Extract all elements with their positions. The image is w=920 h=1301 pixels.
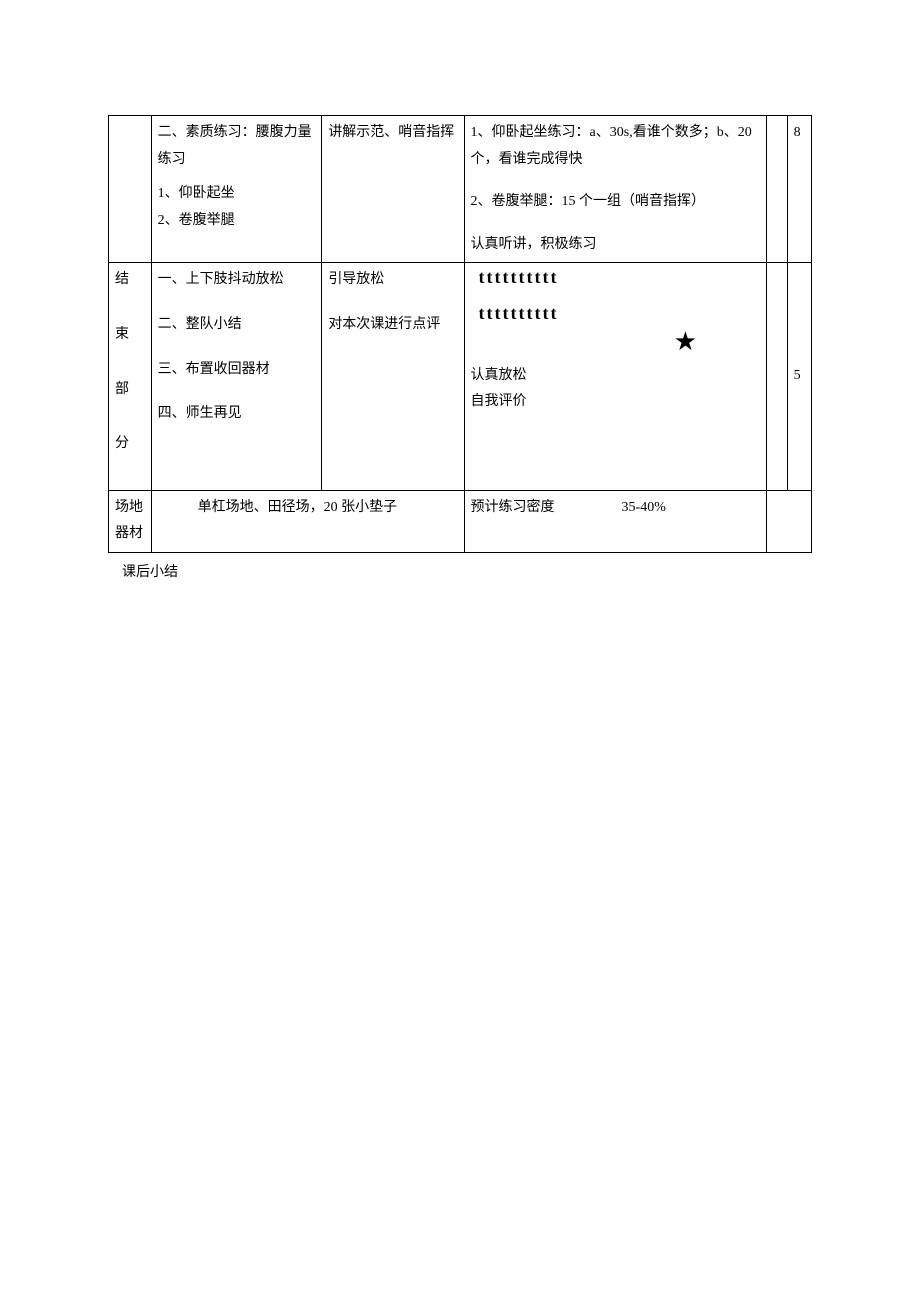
footer-label-text: 场地器材 bbox=[115, 500, 143, 542]
student-item: 1、仰卧起坐练习：a、30s,看谁个数多；b、20 个，看谁完成得快 bbox=[471, 120, 761, 173]
activity-item: 一、上下肢抖动放松 bbox=[158, 267, 316, 294]
formation-row: tttttttttt bbox=[471, 267, 761, 289]
table-row-footer: 场地器材 单杠场地、田径场，20 张小垫子 预计练习密度 35-40% bbox=[109, 490, 812, 552]
activity-item: 2、卷腹举腿 bbox=[158, 208, 316, 235]
student-cell: tttttttttt tttttttttt ★ 认真放松 自我评价 bbox=[464, 263, 767, 490]
teacher-instruction: 对本次课进行点评 bbox=[328, 312, 457, 339]
section-char: 分 bbox=[115, 431, 145, 458]
time-cell: 8 bbox=[787, 116, 811, 263]
formation-row: tttttttttt bbox=[471, 303, 761, 325]
star-icon: ★ bbox=[611, 329, 761, 355]
after-note: 课后小结 bbox=[122, 561, 812, 581]
footer-label-text: 预计练习密度 bbox=[471, 500, 555, 515]
activity-item: 四、师生再见 bbox=[158, 401, 316, 428]
lesson-plan-table: 二、素质练习：腰腹力量练习 1、仰卧起坐 2、卷腹举腿 讲解示范、哨音指挥 1、… bbox=[108, 115, 812, 553]
activity-item: 二、整队小结 bbox=[158, 312, 316, 339]
section-char: 部 bbox=[115, 377, 145, 404]
student-note: 认真听讲，积极练习 bbox=[471, 232, 761, 259]
section-char: 束 bbox=[115, 322, 145, 349]
footer-value-text: 35-40% bbox=[622, 500, 666, 515]
activity-title: 二、素质练习：腰腹力量练习 bbox=[158, 120, 316, 173]
student-note: 认真放松 bbox=[471, 363, 761, 390]
teacher-instruction: 讲解示范、哨音指挥 bbox=[328, 120, 457, 147]
teacher-cell: 引导放松 对本次课进行点评 bbox=[322, 263, 464, 490]
teacher-instruction: 引导放松 bbox=[328, 267, 457, 294]
activity-cell: 二、素质练习：腰腹力量练习 1、仰卧起坐 2、卷腹举腿 bbox=[151, 116, 322, 263]
section-cell: 结 束 部 分 bbox=[109, 263, 152, 490]
footer-density-cell: 预计练习密度 35-40% bbox=[464, 490, 767, 552]
time-cell: 5 bbox=[787, 263, 811, 490]
teacher-cell: 讲解示范、哨音指挥 bbox=[322, 116, 464, 263]
section-char: 结 bbox=[115, 267, 145, 294]
footer-blank bbox=[767, 490, 812, 552]
footer-label: 场地器材 bbox=[109, 490, 152, 552]
section-cell-empty bbox=[109, 116, 152, 263]
activity-cell: 一、上下肢抖动放松 二、整队小结 三、布置收回器材 四、师生再见 bbox=[151, 263, 322, 490]
student-note: 自我评价 bbox=[471, 389, 761, 416]
student-cell: 1、仰卧起坐练习：a、30s,看谁个数多；b、20 个，看谁完成得快 2、卷腹举… bbox=[464, 116, 767, 263]
table-row: 二、素质练习：腰腹力量练习 1、仰卧起坐 2、卷腹举腿 讲解示范、哨音指挥 1、… bbox=[109, 116, 812, 263]
table-row: 结 束 部 分 一、上下肢抖动放松 二、整队小结 三、布置收回器材 四、师生再见… bbox=[109, 263, 812, 490]
student-item: 2、卷腹举腿：15 个一组（哨音指挥） bbox=[471, 189, 761, 216]
activity-item: 三、布置收回器材 bbox=[158, 357, 316, 384]
blank-cell bbox=[767, 116, 787, 263]
activity-item: 1、仰卧起坐 bbox=[158, 181, 316, 208]
footer-value: 单杠场地、田径场，20 张小垫子 bbox=[151, 490, 464, 552]
footer-value-text: 单杠场地、田径场，20 张小垫子 bbox=[158, 495, 398, 522]
blank-cell bbox=[767, 263, 787, 490]
